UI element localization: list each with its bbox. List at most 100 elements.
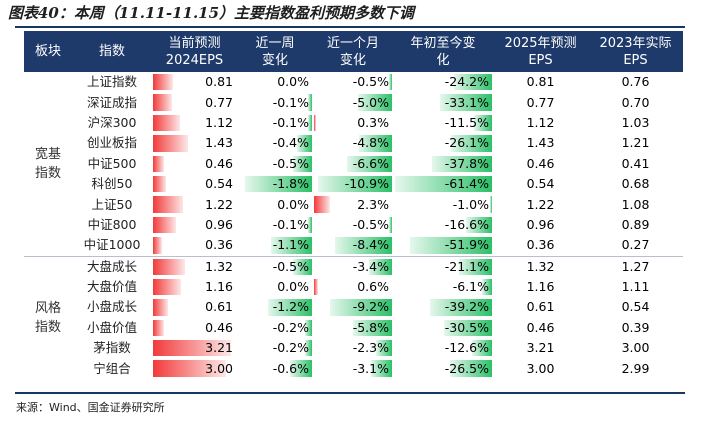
cell-value: -3.1% — [352, 360, 389, 376]
eps-2025-cell: 0.54 — [526, 176, 555, 192]
header-ytd-change: 年初至今变 化 — [393, 31, 493, 72]
week-change-cell: 0.0% — [237, 277, 313, 297]
index-name: 科创50 — [91, 176, 133, 192]
cell-value: -21.1% — [444, 258, 489, 274]
eps-2025-cell: 1.32 — [493, 255, 588, 277]
week-change-cell: -0.1% — [237, 215, 313, 235]
ytd-change-cell: -33.1% — [393, 92, 493, 112]
data-bar — [153, 155, 164, 172]
cell-value: -0.1% — [272, 114, 309, 130]
cell-value: 0.77 — [205, 94, 233, 110]
data-bar — [290, 360, 312, 377]
data-bar — [358, 94, 392, 111]
index-name: 中证1000 — [83, 237, 141, 253]
data-bar — [454, 74, 492, 91]
eps-2023-cell: 0.76 — [621, 74, 650, 90]
cell-value: -12.6% — [444, 340, 489, 356]
data-bar — [153, 299, 168, 316]
eps-current-cell: 3.21 — [152, 338, 237, 358]
ytd-change-cell: -24.2% — [393, 72, 493, 92]
table-body: 宽基 指数 上证指数 0.81 0.0% -0.5% -24.2% 0.81 0.76 深证成指… — [24, 72, 683, 379]
eps-2025-cell: 1.43 — [526, 135, 555, 151]
header-week-change: 近一周 变化 — [237, 31, 313, 72]
table-row: 中证1000 0.36 -1.1% -8.4% -51.9% 0.36 0.27 — [24, 235, 683, 256]
data-bar — [335, 237, 392, 254]
cell-value: 0.46 — [205, 155, 233, 171]
index-name: 上证指数 — [86, 74, 137, 90]
cell-value: -33.1% — [444, 94, 489, 110]
table-row: 茅指数 3.21 -0.2% -2.3% -12.6% 3.21 3.00 — [24, 338, 683, 358]
eps-current-cell: 0.77 — [152, 92, 237, 112]
top-rule — [15, 26, 685, 28]
cell-value: -51.9% — [444, 237, 489, 253]
ytd-change-cell: -39.2% — [393, 297, 493, 317]
header-index: 指数 — [72, 31, 152, 72]
cell-value: -0.5% — [272, 155, 309, 171]
month-change-cell: -9.2% — [313, 297, 393, 317]
eps-2023-cell: 0.89 — [621, 216, 650, 232]
month-change-cell: -0.5% — [313, 215, 393, 235]
data-bar — [308, 216, 312, 234]
data-bar — [369, 258, 392, 275]
week-change-cell: -0.1% — [237, 92, 313, 112]
eps-2025-cell: 0.46 — [526, 319, 555, 335]
data-bar — [376, 340, 392, 357]
cell-value: -3.4% — [352, 258, 389, 274]
month-change-cell: 0.3% — [313, 113, 393, 133]
data-bar — [318, 175, 392, 193]
week-change-cell: -0.5% — [237, 154, 313, 174]
cell-value: 1.16 — [205, 279, 233, 295]
month-change-cell: 2.3% — [313, 194, 393, 214]
eps-2025-cell: 0.46 — [526, 155, 555, 171]
ytd-change-cell: -26.1% — [393, 133, 493, 153]
data-bar — [297, 135, 312, 152]
data-bar — [153, 114, 180, 132]
eps-2023-cell: 1.21 — [621, 135, 650, 151]
week-change-cell: -1.1% — [237, 235, 313, 256]
eps-current-cell: 1.12 — [152, 113, 237, 133]
eps-current-cell: 1.16 — [152, 277, 237, 297]
header-eps-2023: 2023年实际 EPS — [588, 31, 683, 72]
cell-value: 1.32 — [205, 258, 233, 274]
cell-value: -10.9% — [344, 176, 389, 192]
ytd-change-cell: -16.6% — [393, 215, 493, 235]
week-change-cell: -0.5% — [237, 255, 313, 277]
group-label: 宽基 指数 — [34, 146, 61, 181]
cell-value: -1.8% — [272, 176, 309, 192]
cell-value: 0.81 — [205, 74, 233, 90]
data-bar — [268, 299, 312, 316]
cell-value: -0.6% — [272, 360, 309, 376]
data-bar — [293, 155, 312, 172]
table-row: 上证50 1.22 0.0% 2.3% -1.0% 1.22 1.08 — [24, 194, 683, 214]
eps-current-cell: 0.36 — [152, 235, 237, 256]
cell-value: -11.5% — [444, 114, 489, 130]
cell-value: -2.3% — [352, 340, 389, 356]
source-note: 来源：Wind、国金证券研究所 — [16, 401, 165, 414]
cell-value: -0.2% — [272, 319, 309, 335]
cell-value: 0.0% — [277, 196, 309, 212]
cell-value: 0.3% — [357, 114, 389, 130]
eps-2025-cell: 1.16 — [526, 279, 555, 295]
data-bar — [153, 319, 164, 337]
eps-current-cell: 1.22 — [152, 194, 237, 214]
data-bar — [153, 135, 188, 152]
cell-value: -0.5% — [352, 216, 389, 232]
data-bar — [153, 196, 183, 213]
cell-value: -9.2% — [352, 299, 389, 315]
eps-2025-cell: 3.21 — [526, 340, 555, 356]
cell-value: 2.3% — [357, 196, 389, 212]
index-name: 深证成指 — [86, 94, 137, 110]
week-change-cell: -1.2% — [237, 297, 313, 317]
data-bar — [410, 237, 492, 254]
eps-current-cell: 0.46 — [152, 154, 237, 174]
eps-current-cell: 3.00 — [152, 358, 237, 378]
month-change-cell: -3.1% — [313, 358, 393, 378]
ytd-change-cell: -6.1% — [393, 277, 493, 297]
eps-2025-cell: 0.61 — [526, 299, 555, 315]
eps-table: 板块 指数 当前预测 2024EPS 近一周 变化 近一个月 变化 年初至今变 … — [24, 31, 683, 379]
cell-value: -26.5% — [444, 360, 489, 376]
index-name: 中证800 — [87, 216, 137, 232]
ytd-change-cell: -30.5% — [393, 318, 493, 338]
cell-value: -0.5% — [272, 258, 309, 274]
data-bar — [271, 237, 312, 254]
